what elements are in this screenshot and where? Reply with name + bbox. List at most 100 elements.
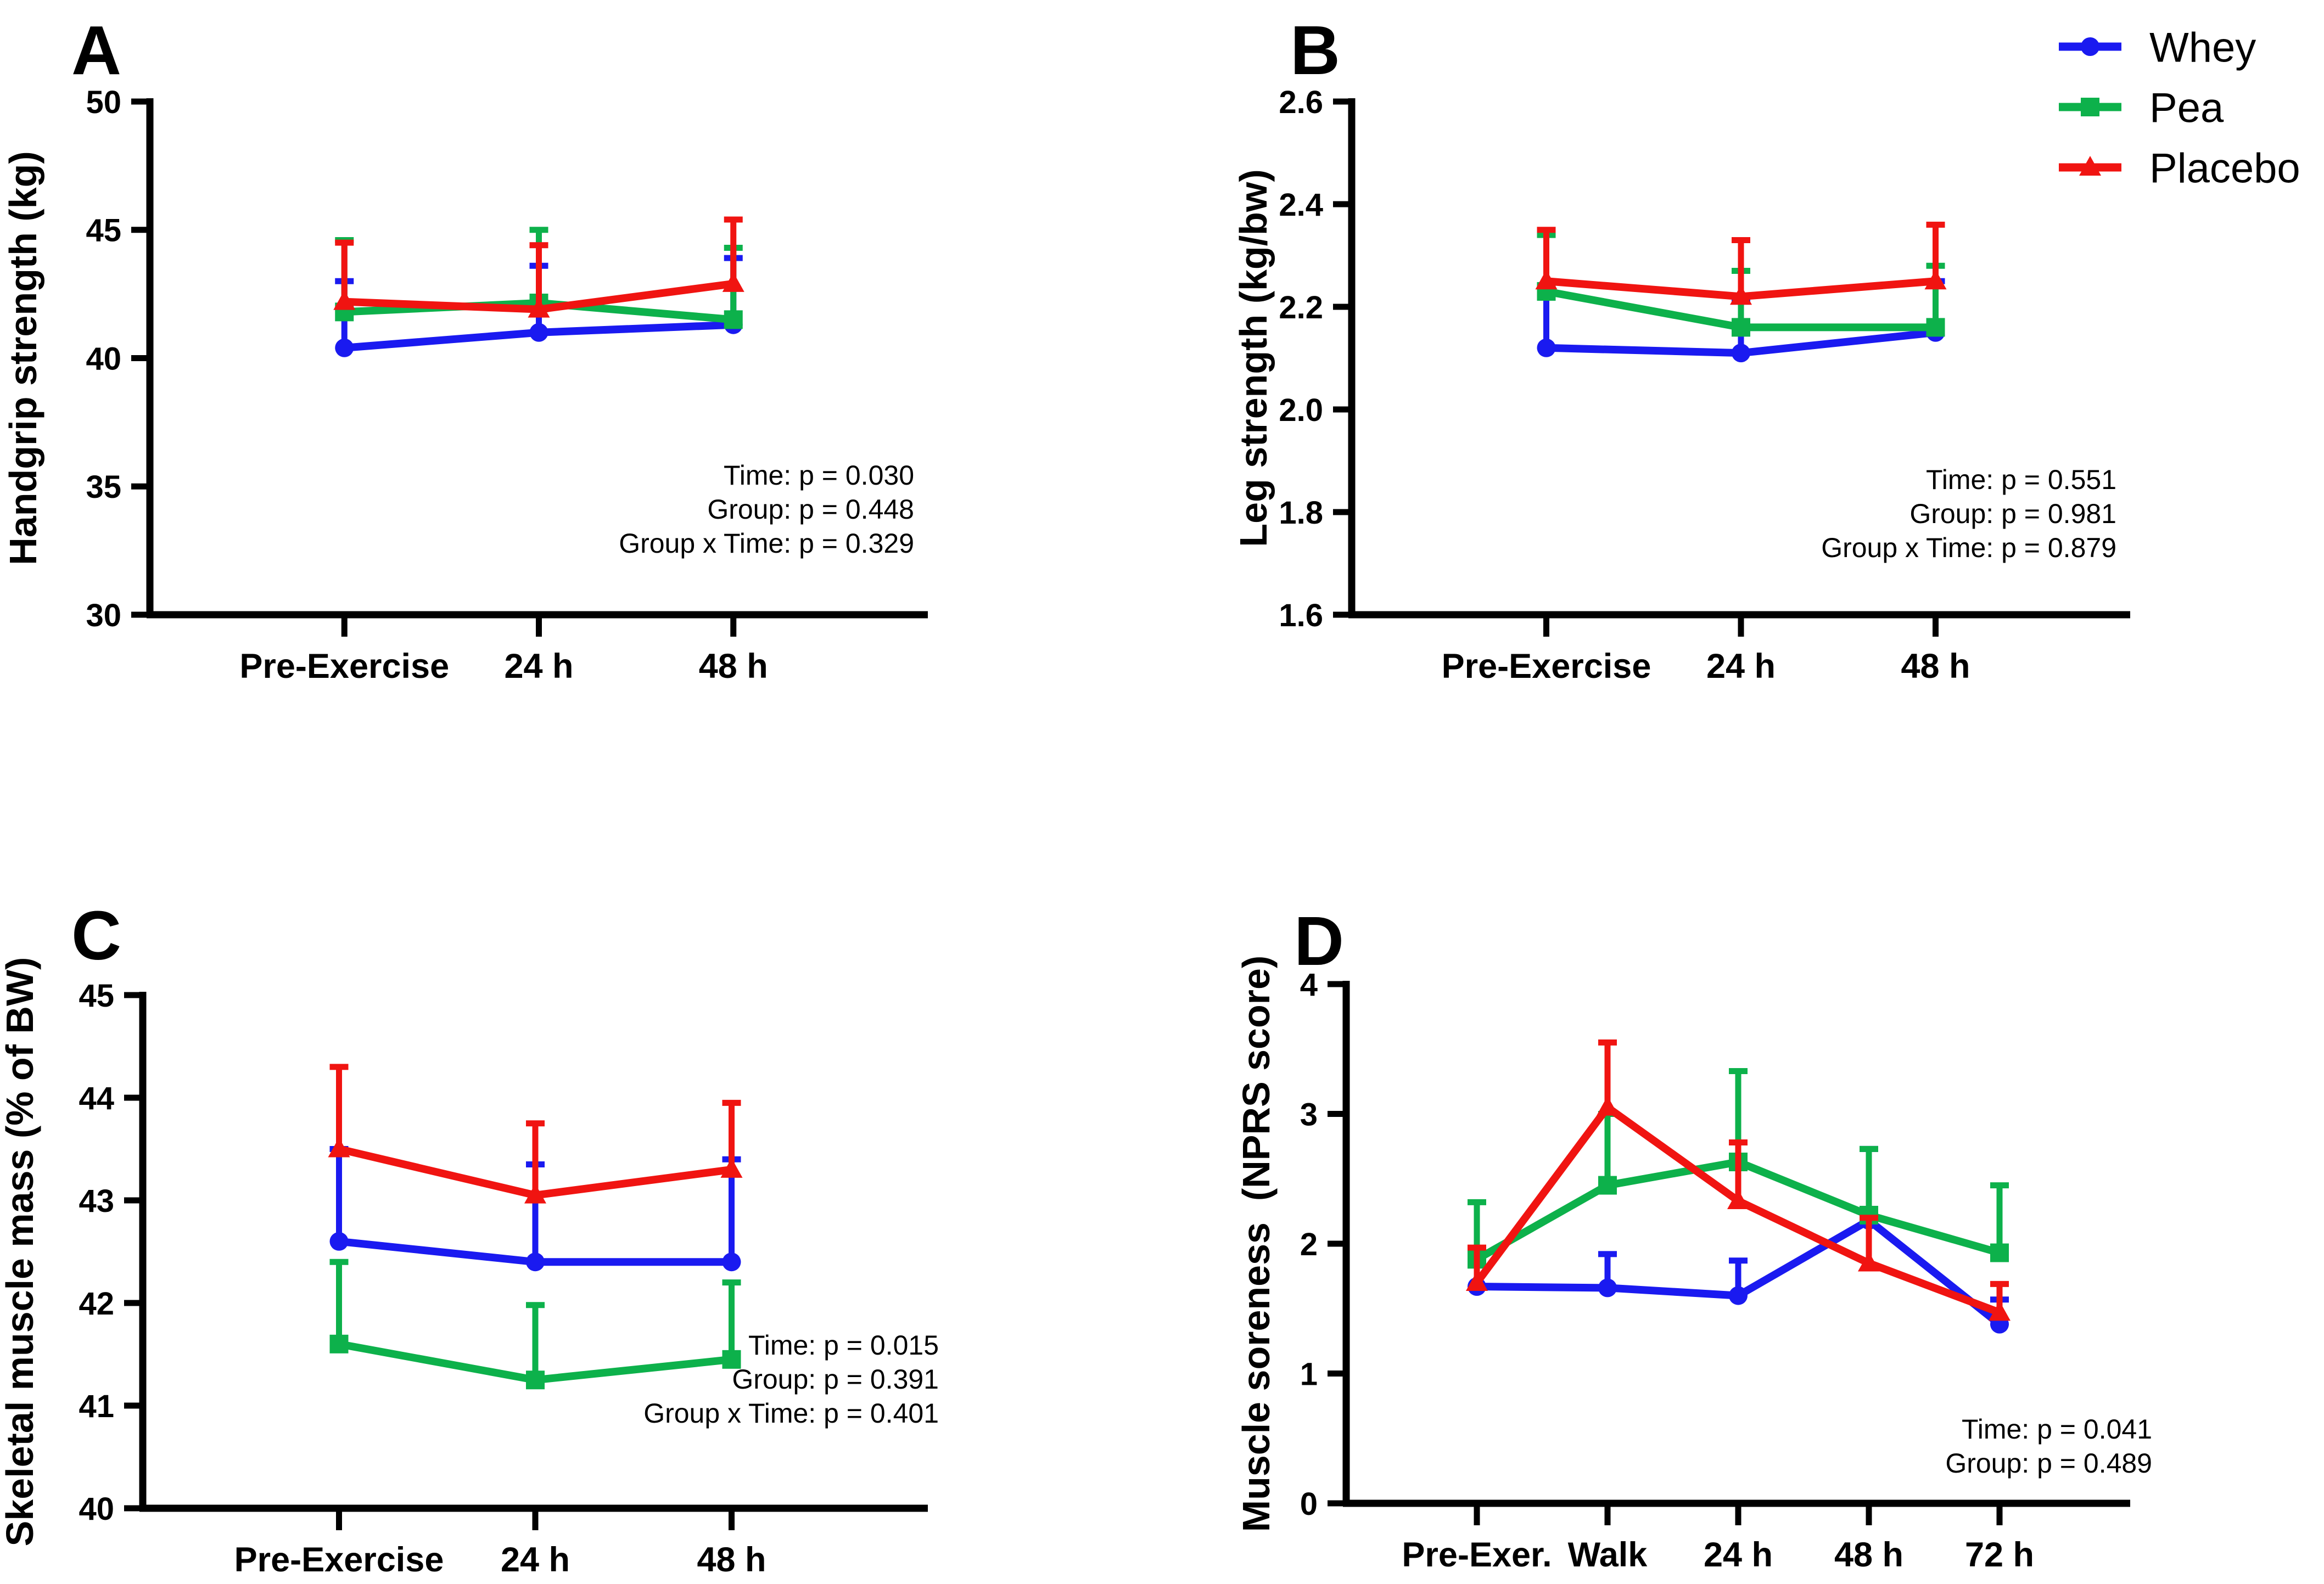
placebo-marker [1730,285,1752,305]
pea-marker [724,310,743,329]
pea-marker [1732,318,1750,337]
legend-circle-marker-icon [2081,37,2099,56]
whey-marker [1729,1286,1748,1305]
y-axis-title: Muscle soreness (NPRS score) [1235,956,1278,1532]
legend-triangle-marker-icon [2079,156,2101,176]
y-tick-label: 3 [1300,1097,1318,1132]
whey-marker [529,323,548,342]
y-axis-title: Skeletal muscle mass (% of BW) [0,957,41,1547]
stats-p-value: Group x Time: p = 0.401 [643,1398,939,1429]
panel-letter: A [71,12,121,89]
series-placebo [328,1064,743,1204]
panel-a-handgrip-strength-chart: 30 35 40 45 50 Pre-Exercise 24 h 48 h Handgrip s… [2,12,928,686]
panel-letter: D [1294,902,1344,980]
pea-marker [1598,1176,1617,1195]
series-placebo [333,216,744,318]
x-tick-label: Pre-Exercise [234,1541,444,1579]
legend-label: Whey [2149,24,2256,71]
stats-p-value: Time: p = 0.030 [724,460,914,491]
whey-marker [1732,344,1750,363]
y-tick-label: 45 [86,213,121,249]
y-tick-label: 2.2 [1279,290,1323,325]
placebo-marker [1924,269,1947,290]
x-tick-label: Pre-Exer. [1402,1536,1552,1574]
y-tick-label: 2.0 [1279,392,1323,428]
whey-marker [1598,1278,1617,1297]
y-tick-label: 1.8 [1279,495,1323,531]
x-tick-label: 48 h [1834,1536,1903,1574]
y-tick-label: 35 [86,469,121,505]
y-tick-label: 2.6 [1279,85,1323,120]
stats-p-value: Group: p = 0.981 [1909,498,2116,529]
y-tick-label: 40 [79,1491,114,1527]
placebo-marker [722,272,744,292]
placebo-marker [1727,1189,1749,1209]
pea-marker [1926,318,1945,337]
stats-p-value: Time: p = 0.041 [1962,1414,2152,1445]
y-tick-label: 1 [1300,1356,1318,1392]
stats-p-value: Group x Time: p = 0.879 [1821,532,2116,563]
placebo-marker [524,1183,546,1204]
y-tick-label: 44 [79,1081,114,1116]
x-tick-label: Walk [1568,1536,1648,1574]
whey-marker [329,1232,349,1251]
stats-p-value: Group: p = 0.448 [707,494,914,525]
x-tick-label: Pre-Exercise [1442,647,1651,686]
y-tick-label: 42 [79,1286,114,1322]
x-tick-label: 24 h [501,1541,570,1579]
y-tick-label: 43 [79,1183,114,1219]
stats-p-value: Time: p = 0.015 [748,1330,939,1361]
series-pea [329,1259,741,1390]
whey-marker [526,1252,545,1272]
chart-legend: Whey Pea Placebo [2059,24,2300,192]
pea-marker [722,1350,741,1369]
panel-letter: C [71,897,121,974]
stats-p-value: Time: p = 0.551 [1926,464,2116,495]
y-tick-label: 1.6 [1279,598,1323,633]
x-tick-label: 72 h [1965,1536,2034,1574]
placebo-marker [1597,1096,1619,1116]
stats-p-value: Group x Time: p = 0.329 [619,528,914,559]
y-tick-label: 2 [1300,1227,1318,1262]
y-axis-title: Leg strength (kg/bw) [1232,169,1275,547]
x-tick-label: 48 h [1901,647,1970,686]
placebo-marker [1466,1271,1488,1291]
panel-d-muscle-soreness-chart: 0 1 2 3 4 Pre-Exer. Walk 24 h 48 h 72 h Muscle sor… [1235,902,2152,1574]
placebo-marker [1989,1301,2011,1321]
x-tick-label: 24 h [504,647,573,686]
y-tick-label: 50 [86,85,121,120]
placebo-marker [528,297,550,318]
y-tick-label: 2.4 [1279,187,1323,223]
pea-marker [526,1370,545,1390]
legend-square-marker-icon [2081,98,2099,116]
panel-c-skeletal-muscle-mass-chart: 40 41 42 43 44 45 Pre-Exercise 24 h 48 h Skeletal… [0,897,939,1579]
x-tick-label: 24 h [1706,647,1776,686]
placebo-marker [333,290,356,310]
whey-marker [1537,338,1556,357]
legend-item-whey: Whey [2059,24,2256,71]
y-tick-label: 4 [1300,967,1318,1003]
panel-letter: B [1290,12,1340,89]
placebo-marker [1535,269,1558,290]
y-tick-label: 41 [79,1389,114,1424]
y-tick-label: 0 [1300,1486,1318,1522]
x-tick-label: Pre-Exercise [239,647,449,686]
y-tick-label: 30 [86,598,121,633]
y-axis-title: Handgrip strength (kg) [2,151,44,565]
pea-marker [329,1334,349,1353]
legend-label: Placebo [2149,145,2300,192]
y-tick-label: 45 [79,978,114,1014]
placebo-marker [1858,1251,1880,1272]
legend-label: Pea [2149,85,2224,131]
whey-marker [722,1252,741,1272]
x-tick-label: 24 h [1704,1536,1773,1574]
x-tick-label: 48 h [697,1541,766,1579]
placebo-marker [328,1137,350,1158]
legend-item-pea: Pea [2059,85,2224,131]
whey-marker [335,338,354,357]
placebo-marker [720,1158,743,1178]
pea-marker [1990,1243,2009,1262]
series-placebo [1535,221,1947,305]
x-tick-label: 48 h [699,647,768,686]
